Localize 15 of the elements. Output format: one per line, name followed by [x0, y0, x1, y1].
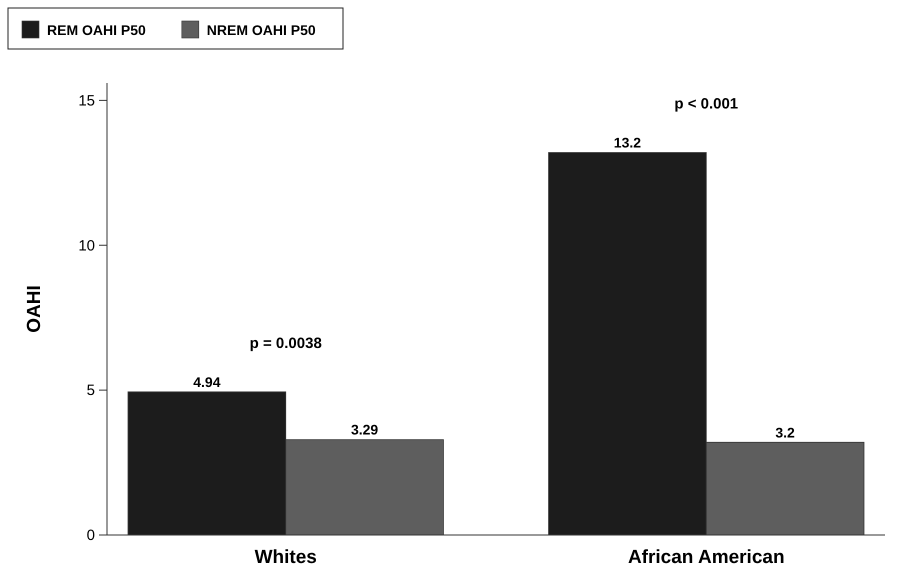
data-label: 13.2: [614, 134, 642, 151]
data-label: 4.94: [193, 374, 221, 390]
data-label: 3.2: [775, 424, 796, 440]
x-tick-label: Whites: [254, 547, 317, 568]
legend-label: REM OAHI P50: [47, 22, 146, 38]
data-label: 3.29: [350, 422, 378, 438]
annotation: p < 0.001: [674, 96, 738, 113]
annotation: p = 0.0038: [250, 334, 322, 352]
y-tick-label: 0: [86, 527, 95, 544]
y-axis-title: OAHI: [24, 285, 45, 333]
x-tick-label: African American: [628, 547, 785, 568]
y-tick-label: 5: [86, 382, 95, 400]
y-tick-label: 10: [78, 237, 95, 254]
y-tick-label: 15: [78, 92, 95, 110]
legend-label: NREM OAHI P50: [206, 22, 316, 38]
